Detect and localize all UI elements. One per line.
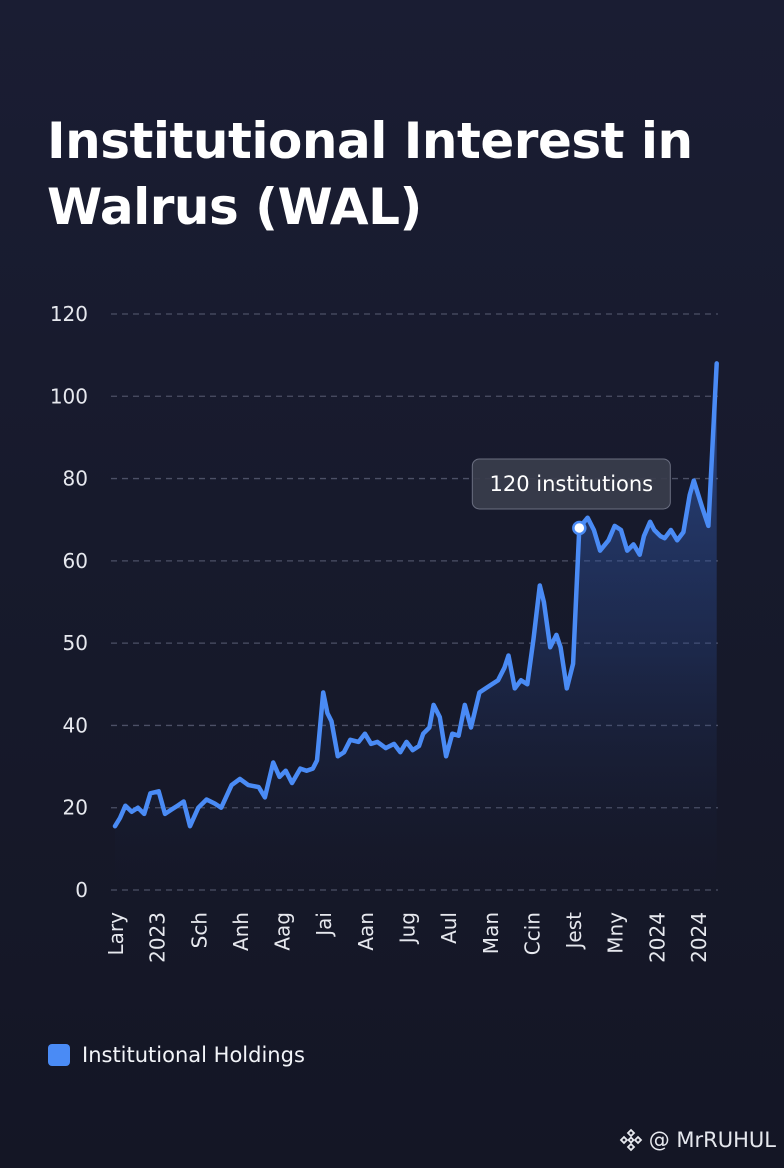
x-tick-label: Aag [271,912,295,951]
title-line-2: Walrus (WAL) [47,178,422,236]
series-line [112,361,719,829]
x-tick-label: Jai [312,912,336,938]
watermark-handle: @ MrRUHUL [648,1128,776,1152]
page-title: Institutional Interest in Walrus (WAL) [47,108,747,240]
y-tick-label: 80 [63,467,88,491]
y-tick-label: 120 [50,302,88,326]
y-tick-label: 20 [63,796,88,820]
x-tick-label: 2023 [146,912,170,963]
x-tick-label: 2024 [645,912,669,963]
highlight-point[interactable] [572,520,587,536]
y-tick-label: 50 [63,631,88,655]
x-tick-label: Lary [104,912,128,956]
y-tick-label: 0 [75,878,88,902]
x-tick-label: Jug [396,912,420,945]
legend-swatch [48,1044,70,1066]
tooltip-box [471,458,671,510]
title-line-1: Institutional Interest in [47,112,693,170]
x-tick-label: Ccin [520,912,544,955]
x-tick-label: Aul [437,912,461,944]
x-tick-label: Mny [604,912,628,954]
legend: Institutional Holdings [48,1043,305,1067]
y-tick-label: 40 [63,713,88,737]
x-tick-label: Jest [562,912,586,951]
x-tick-label: Man [479,912,503,954]
legend-label: Institutional Holdings [82,1043,305,1067]
series-area [115,363,717,890]
y-tick-label: 60 [63,549,88,573]
x-tick-label: 2024 [687,912,711,963]
tooltip-text: 120 institutions [490,472,654,496]
y-axis-ticks: 0 20 40 50 60 80 100 120 [50,302,88,902]
y-tick-label: 100 [50,384,88,408]
binance-diamond-icon [619,1128,643,1152]
area-chart: 0 20 40 50 60 80 100 120 Lary 2023 Sch Anh Aag Jai Aa… [50,302,719,963]
x-tick-label: Aan [354,912,378,951]
x-tick-label: Anh [229,912,253,951]
x-tick-label: Sch [187,912,211,948]
x-axis-ticks: Lary 2023 Sch Anh Aag Jai Aan Jug Aul Man Ccin Jest… [104,912,711,963]
watermark: @ MrRUHUL [619,1128,776,1152]
tooltip: 120 institutions [471,458,671,536]
